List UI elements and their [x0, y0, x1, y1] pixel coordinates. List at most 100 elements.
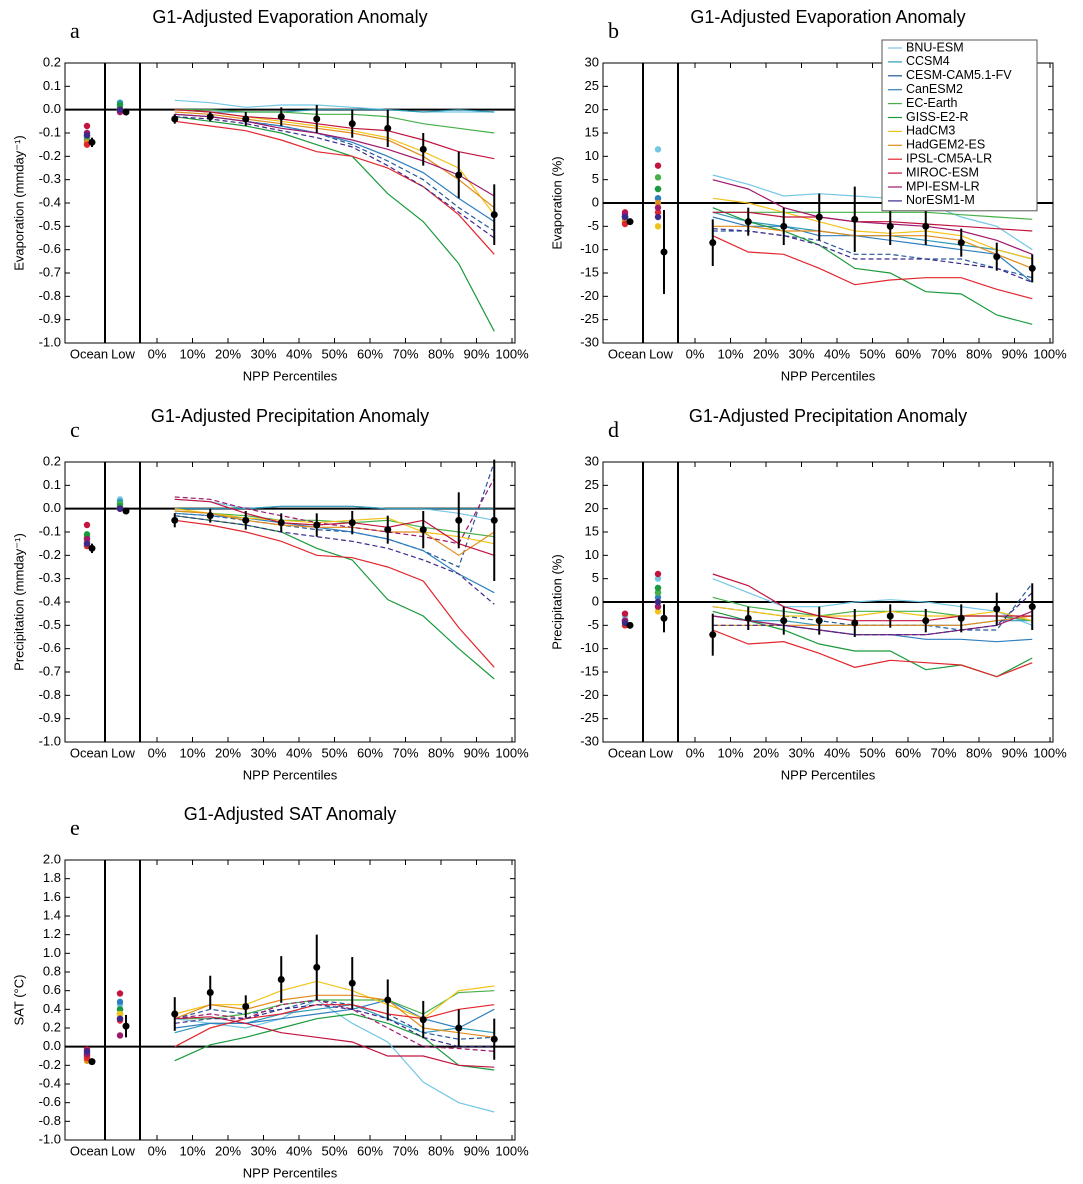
model-line — [712, 573, 1033, 622]
ocean-dot — [83, 1048, 91, 1055]
y-tick-label: -30 — [580, 334, 599, 349]
legend-label: BNU-ESM — [906, 40, 964, 54]
x-tick-label: 60% — [357, 745, 383, 760]
y-tick-label: 30 — [585, 54, 599, 69]
model-line — [174, 994, 495, 1038]
y-tick-label: 15 — [585, 124, 599, 139]
mean-dot — [851, 215, 859, 223]
mean-dot — [780, 222, 788, 230]
y-tick-label: -0.3 — [39, 171, 61, 186]
x-tick-label: 30% — [250, 1143, 276, 1158]
mean-dot — [277, 519, 285, 527]
model-line — [712, 211, 1033, 220]
model-line — [712, 235, 1033, 300]
model-line — [174, 120, 495, 255]
x-category-label: Ocean — [608, 745, 646, 760]
mean-dot — [455, 171, 463, 179]
y-tick-label: -0.3 — [39, 570, 61, 585]
mean-dot — [384, 124, 392, 132]
y-tick-label: -20 — [580, 687, 599, 702]
mean-dot — [709, 239, 717, 247]
y-tick-label: -0.4 — [39, 1075, 61, 1090]
y-tick-label: 20 — [585, 101, 599, 116]
mean-dot — [815, 213, 823, 221]
legend-label: IPSL-CM5A-LR — [906, 151, 992, 165]
x-tick-label: 40% — [824, 346, 850, 361]
x-tick-label: 10% — [179, 1143, 205, 1158]
model-line — [174, 109, 495, 160]
x-tick-label: 10% — [179, 745, 205, 760]
y-axis-label: Precipitation (mmday⁻¹) — [11, 533, 26, 671]
mean-dot — [851, 619, 859, 627]
y-tick-label: -10 — [580, 241, 599, 256]
model-line — [174, 498, 495, 556]
y-tick-label: 10 — [585, 547, 599, 562]
y-tick-label: -10 — [580, 640, 599, 655]
mean-dot — [348, 519, 356, 527]
model-line — [174, 109, 495, 134]
model-line — [712, 578, 1033, 626]
low-dot — [116, 505, 124, 512]
x-tick-label: 60% — [895, 346, 921, 361]
x-tick-label: 90% — [463, 745, 489, 760]
y-tick-label: 0.4 — [43, 1001, 61, 1016]
x-tick-label: 90% — [463, 1143, 489, 1158]
y-tick-label: 0.2 — [43, 54, 61, 69]
model-line — [174, 519, 495, 668]
model-line — [712, 211, 1033, 232]
model-line — [712, 207, 1033, 325]
x-tick-label: 0% — [148, 1143, 167, 1158]
low-dot — [654, 584, 662, 592]
y-tick-label: -0.9 — [39, 710, 61, 725]
y-tick-label: -5 — [587, 617, 599, 632]
x-tick-label: 70% — [930, 346, 956, 361]
model-line — [174, 980, 495, 1020]
legend-label: EC-Earth — [906, 96, 957, 110]
mean-dot — [455, 1024, 463, 1032]
panel: G1-Adjusted Precipitation Anomaly c Precip… — [11, 406, 529, 783]
ocean-dot — [83, 132, 91, 139]
x-tick-label: 80% — [966, 346, 992, 361]
mean-dot — [1028, 264, 1036, 272]
x-tick-label: 60% — [895, 745, 921, 760]
model-line — [712, 582, 1033, 631]
low-dot — [654, 209, 662, 216]
y-tick-label: -0.7 — [39, 663, 61, 678]
mean-dot — [660, 248, 668, 256]
y-axis-label: SAT (°C) — [11, 975, 26, 1026]
x-category-label: Low — [111, 346, 135, 361]
mean-dot — [419, 526, 427, 534]
low-dot — [116, 101, 124, 109]
x-tick-label: 0% — [686, 346, 705, 361]
x-tick-label: 100% — [1033, 745, 1067, 760]
chart-title: G1-Adjusted Precipitation Anomaly — [151, 406, 429, 426]
y-tick-label: -0.7 — [39, 264, 61, 279]
y-tick-label: 1.0 — [43, 945, 61, 960]
model-line — [174, 461, 495, 568]
y-tick-label: 15 — [585, 523, 599, 538]
y-tick-label: -0.2 — [39, 148, 61, 163]
model-line — [174, 515, 495, 680]
mean-dot — [660, 614, 668, 622]
y-tick-label: -0.6 — [39, 241, 61, 256]
mean-dot — [88, 138, 96, 146]
model-line — [712, 606, 1033, 622]
ocean-dot — [83, 521, 91, 529]
low-dot — [654, 204, 662, 211]
low-dot — [116, 998, 124, 1006]
mean-dot — [490, 1035, 498, 1043]
legend-label: MPI-ESM-LR — [906, 179, 980, 193]
mean-dot — [626, 621, 634, 629]
x-tick-label: 50% — [859, 745, 885, 760]
y-tick-label: -0.4 — [39, 593, 61, 608]
y-tick-label: 2.0 — [43, 851, 61, 866]
x-tick-label: 0% — [686, 745, 705, 760]
mean-dot — [886, 612, 894, 620]
x-tick-label: 20% — [215, 346, 241, 361]
x-category-label: Low — [649, 745, 673, 760]
x-tick-label: 20% — [753, 745, 779, 760]
low-dot — [654, 570, 662, 578]
y-tick-label: -1.0 — [39, 1131, 61, 1146]
y-tick-label: 20 — [585, 500, 599, 515]
x-tick-label: 90% — [463, 346, 489, 361]
